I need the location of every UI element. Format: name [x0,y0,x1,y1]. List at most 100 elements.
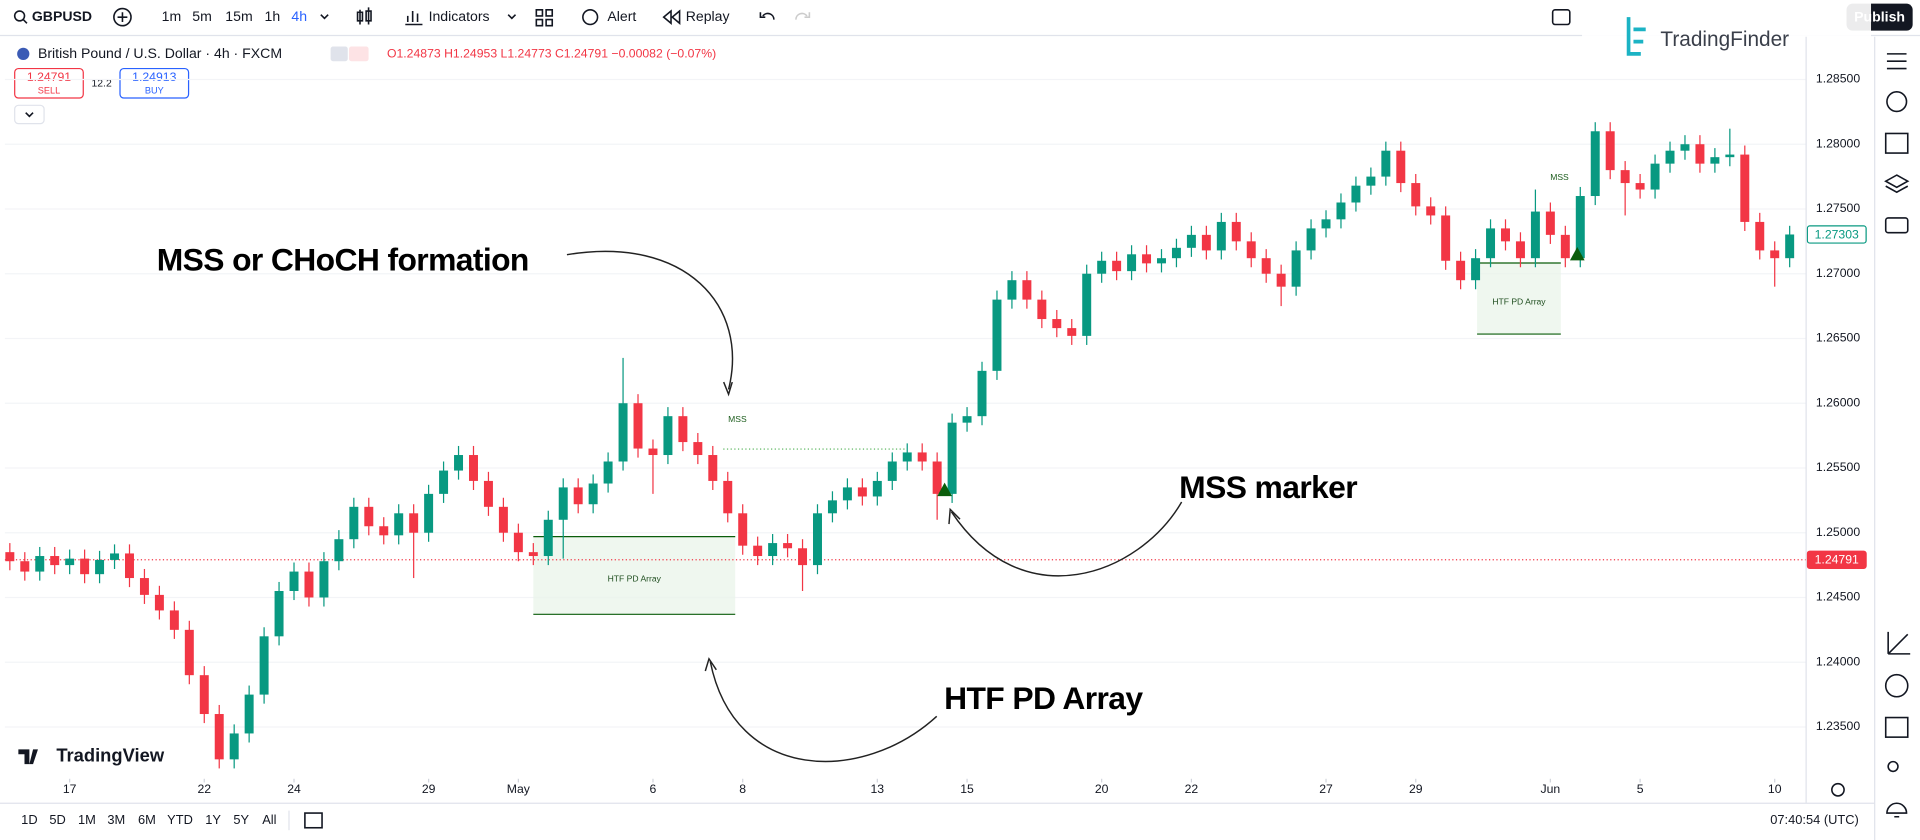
annotation: HTF PD Array [944,680,1143,716]
goto-date[interactable] [304,812,323,829]
range-button[interactable]: All [262,812,276,827]
candle-body [633,403,643,449]
candle-body [1575,196,1585,259]
y-tick-label: 1.24000 [1816,654,1860,668]
replay[interactable]: Replay [686,8,731,24]
candle-body [409,513,419,533]
candle-body [1276,273,1286,287]
candle-body [1127,254,1137,272]
layouts-icon[interactable] [535,9,554,27]
timeframe-active[interactable]: 4h [291,8,307,24]
redo[interactable] [795,12,811,20]
sell-price[interactable]: 1.24791 [27,70,71,84]
candle-body [753,545,763,557]
chart-title: British Pound / U.S. Dollar · 4h · FXCM [38,45,282,61]
candle-body [364,506,374,527]
timeframe[interactable]: 1h [264,8,280,24]
candle-body [1441,215,1451,261]
chart-type-icon[interactable] [356,7,372,25]
community-icon[interactable] [1887,760,1899,773]
add-symbol[interactable] [113,7,132,27]
range-button[interactable]: 6M [138,812,156,827]
logo-mark [1626,17,1646,56]
alert-icon [582,9,599,26]
target-icon[interactable] [1884,673,1909,698]
candle-body [1291,250,1301,287]
annotation-arrow [950,501,1183,577]
y-tick-label: 1.27000 [1816,266,1860,280]
candle-body [1740,154,1750,222]
fullscreen-icon[interactable] [1551,9,1571,26]
candle-body [573,487,583,505]
range-button[interactable]: 1D [21,812,37,827]
candle-body [1052,319,1062,329]
range-button[interactable]: 5D [49,812,65,827]
candle-body [768,543,778,557]
mss-label: MSS [1550,172,1569,182]
notifications-icon[interactable] [1886,802,1908,818]
y-tick-label: 1.25500 [1816,460,1860,474]
timeframe[interactable]: 5m [192,8,212,24]
candle-body [454,455,464,471]
search-icon[interactable] [13,10,26,22]
collapse-button[interactable] [14,104,45,125]
x-tick-label: 8 [739,782,746,796]
candle-body [274,590,284,637]
alerts-icon[interactable] [1886,91,1908,113]
x-tick-label: 15 [960,782,974,796]
annotation-arrow [566,250,734,390]
candle-body [1396,150,1406,184]
y-tick-label: 1.26500 [1816,331,1860,345]
candle-body [1022,280,1032,300]
candle-body [1231,221,1241,242]
x-tick-label: 22 [1185,782,1199,796]
sell-button[interactable] [14,67,84,99]
candle-body [1545,211,1555,235]
timeframe[interactable]: 1m [162,8,182,24]
candle-body [917,452,927,462]
candle-body [1246,241,1256,259]
data-window-icon[interactable] [1884,132,1909,154]
candle-body [1097,260,1107,274]
candle-body [1336,202,1346,220]
chevron[interactable] [507,14,517,20]
sell-label[interactable]: SELL [38,86,60,96]
undo[interactable] [759,12,775,20]
candle-body [349,506,359,540]
chevron[interactable] [320,14,329,20]
flag [17,47,30,60]
range-button[interactable]: 3M [107,812,125,827]
legend-button[interactable] [348,46,369,62]
plot: 1.28500 1.28000 1.27500 1.27000 1.26500 1.260… [4,36,1867,804]
brand: TradingFinder [1660,28,1789,51]
spread: 12.2 [92,79,112,90]
layers-icon[interactable] [1884,174,1910,194]
timeframe[interactable]: 15m [225,8,252,24]
candle-body [1112,260,1122,272]
calendar-icon[interactable] [1884,716,1909,738]
x-tick-label: 22 [197,782,211,796]
drawing-icon[interactable] [1887,631,1911,655]
range-button[interactable]: YTD [167,812,193,827]
buy-label[interactable]: BUY [145,86,164,96]
zone-label: HTF PD Array [608,573,662,583]
platform: TradingView [56,745,165,766]
range-button[interactable]: 5Y [233,812,249,827]
buy-price[interactable]: 1.24913 [132,70,176,84]
candle-body [498,506,508,533]
candle-body [1351,185,1361,203]
alert[interactable]: Alert [607,8,636,24]
tradingfinder-logo: TradingFinder [1582,0,1872,74]
chat-icon[interactable] [1884,217,1909,234]
range-button[interactable]: 1M [78,812,96,827]
range-button[interactable]: 1Y [205,812,221,827]
bottom-bar: 1D 5D 1M 3M 6M YTD 1Y 5Y All 07:40:54 (U… [0,782,1875,831]
buy-button[interactable] [119,67,190,99]
candle-body [798,548,808,566]
symbol[interactable]: GBPUSD [32,8,92,24]
settings-icon[interactable] [1831,782,1845,797]
candle-body [20,561,30,572]
legend-button[interactable] [330,46,348,62]
watchlist-icon[interactable] [1886,53,1907,70]
indicators[interactable]: Indicators [429,8,490,24]
